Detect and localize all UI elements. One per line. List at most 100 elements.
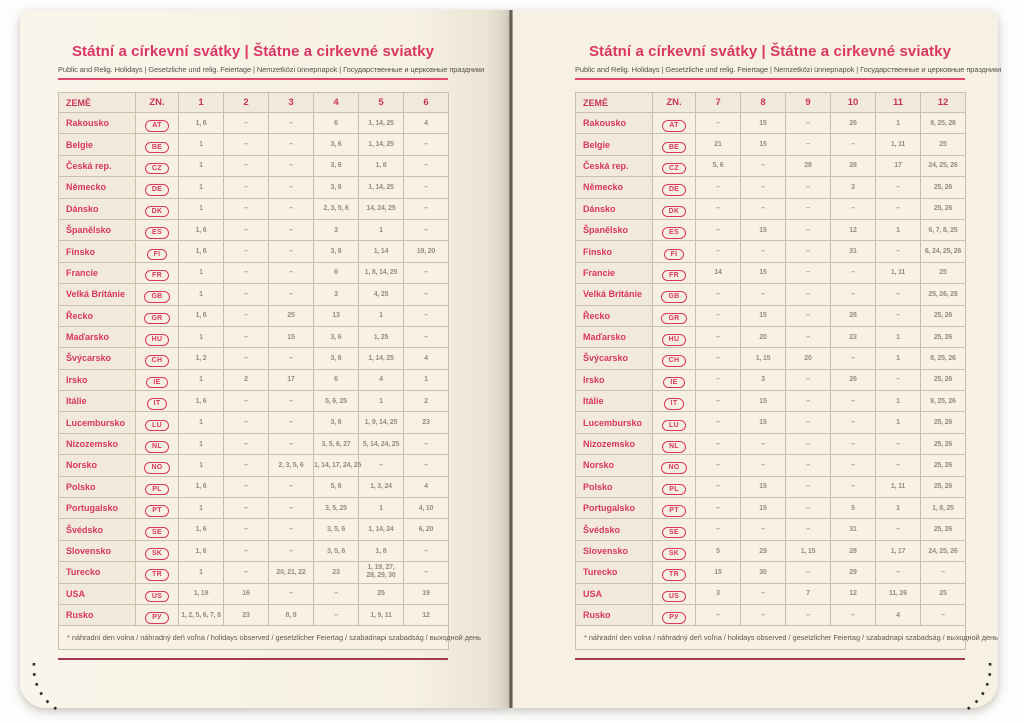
holiday-days-cell: 25, 26: [920, 304, 966, 327]
country-code-badge: GR: [144, 312, 170, 325]
table-row: Německo DE – – –3–25, 26: [575, 176, 966, 199]
holiday-days-cell: –: [268, 154, 314, 178]
page-right: Státní a církevní svátky | Štátne a cirk…: [512, 10, 1001, 708]
country-code-cell: SK: [652, 539, 696, 563]
page-right-content: Státní a církevní svátky | Štátne a cirk…: [575, 10, 1001, 661]
holiday-days-cell: –: [695, 497, 741, 520]
holiday-days-cell: 1, 17: [875, 539, 921, 563]
holiday-days-cell: –: [268, 432, 314, 456]
country-code-badge: PT: [145, 505, 169, 517]
holiday-days-cell: 3, 6: [313, 240, 359, 263]
holiday-days-cell: –: [223, 390, 269, 413]
country-name: Nizozemsko: [58, 432, 136, 456]
holiday-days-cell: –: [223, 283, 269, 306]
holiday-days-cell: 15: [740, 497, 786, 520]
country-name: Řecko: [58, 304, 136, 327]
country-name: Rakousko: [58, 111, 136, 135]
holiday-days-cell: –: [875, 518, 921, 541]
holiday-days-cell: –: [403, 561, 449, 584]
country-code-cell: LU: [135, 411, 179, 434]
holiday-days-cell: –: [830, 432, 876, 456]
country-name: Belgie: [575, 133, 653, 156]
holiday-days-cell: –: [875, 176, 921, 199]
country-code-cell: CZ: [135, 154, 179, 178]
holiday-days-cell: –: [785, 111, 831, 135]
country-code-cell: SE: [135, 518, 179, 541]
holiday-days-cell: 1: [875, 390, 921, 413]
table-row: Španělsko ES 1, 6– –3 1–: [58, 218, 449, 242]
country-code-badge: CH: [144, 355, 170, 367]
column-header-month: 11: [875, 92, 921, 113]
holiday-days-cell: 17: [268, 368, 314, 392]
country-code-badge: IT: [663, 398, 685, 410]
country-code-cell: РУ: [135, 603, 179, 627]
holiday-days-cell: –: [403, 197, 449, 220]
table-row: Itálie IT 1, 6– –5, 6, 25 1 2: [58, 390, 449, 413]
page-left-content: Státní a církevní svátky | Štátne a cirk…: [58, 10, 484, 661]
country-code-badge: BE: [144, 141, 170, 154]
holiday-days-cell: –: [785, 603, 831, 627]
holiday-days-cell: –: [785, 561, 831, 584]
country-name: Rakousko: [575, 111, 653, 135]
country-code-badge: FR: [145, 269, 169, 282]
holiday-days-cell: 1, 15: [740, 347, 786, 370]
column-header-code: ZN.: [135, 92, 179, 113]
holiday-days-cell: 23: [313, 561, 359, 584]
holiday-days-cell: 1, 8: [358, 539, 404, 563]
country-code-cell: CH: [652, 347, 696, 370]
country-code-cell: ES: [135, 218, 179, 242]
holiday-days-cell: –: [695, 603, 741, 627]
holiday-days-cell: 1, 14: [358, 240, 404, 263]
holiday-days-cell: –: [695, 368, 741, 392]
table-row: Irsko IE –3–26–25, 26: [575, 368, 966, 392]
table-row: Rakousko AT –15–26 1 8, 25, 26: [575, 111, 966, 135]
holiday-days-cell: 1, 15: [785, 539, 831, 563]
holiday-days-cell: 3, 5, 25: [313, 497, 359, 520]
country-code-cell: LU: [652, 411, 696, 434]
holiday-days-cell: 2, 3, 5, 6: [268, 454, 314, 477]
table-row: Lucembursko LU 1– –3, 6 1, 9, 14, 25 23: [58, 411, 449, 434]
country-code-badge: NO: [661, 462, 687, 474]
country-code-cell: BE: [652, 133, 696, 156]
header-row: ZEMĚ ZN. 7 8 9 10 11 12: [575, 92, 966, 113]
table-row: Finsko FI 1, 6– –3, 6 1, 14 19, 20: [58, 240, 449, 263]
holiday-days-cell: –: [875, 283, 921, 306]
holiday-days-cell: 1, 11: [875, 133, 921, 156]
table-row: Norsko NO 1–2, 3, 5, 6 1, 14, 17, 24, 25– –: [58, 454, 449, 477]
holiday-days-cell: 3, 6: [313, 176, 359, 199]
holiday-days-cell: 3: [740, 368, 786, 392]
country-code-cell: IT: [652, 390, 696, 413]
table-row: Švédsko SE 1, 6– –3, 5, 6 1, 14, 24 6, 20: [58, 518, 449, 541]
holiday-days-cell: 25: [268, 304, 314, 327]
country-name: Rusko: [58, 603, 136, 627]
footnote-row: * náhradní den volna / náhradný deň voľn…: [58, 625, 481, 651]
holiday-days-cell: –: [740, 432, 786, 456]
country-code-cell: PT: [135, 497, 179, 520]
holiday-days-cell: 3: [695, 582, 741, 605]
holiday-days-cell: 6: [313, 111, 359, 135]
holiday-days-cell: 1, 6: [178, 111, 224, 135]
holiday-days-cell: –: [875, 197, 921, 220]
country-name: Řecko: [575, 304, 653, 327]
country-code-cell: NL: [652, 432, 696, 456]
holiday-days-cell: –: [785, 325, 831, 349]
country-code-cell: GR: [135, 304, 179, 327]
holiday-days-cell: –: [830, 133, 876, 156]
country-name: Česká rep.: [575, 154, 653, 178]
holiday-days-cell: 3, 5, 6: [313, 518, 359, 541]
holiday-days-cell: –: [740, 154, 786, 178]
holiday-days-cell: –: [875, 368, 921, 392]
holiday-days-cell: –: [695, 454, 741, 477]
country-code-cell: NO: [652, 454, 696, 477]
holiday-days-cell: 4: [403, 111, 449, 135]
holiday-days-cell: –: [268, 261, 314, 285]
column-header-code: ZN.: [652, 92, 696, 113]
holiday-days-cell: 6, 20: [403, 518, 449, 541]
table-row: Itálie IT –15– –1 8, 25, 26: [575, 390, 966, 413]
holiday-days-cell: 3, 6: [313, 154, 359, 178]
holiday-days-cell: 5, 6: [313, 475, 359, 499]
holiday-days-cell: –: [785, 368, 831, 392]
holiday-days-cell: 3, 6: [313, 325, 359, 349]
holiday-days-cell: –: [695, 240, 741, 263]
holiday-days-cell: 25, 26: [920, 432, 966, 456]
